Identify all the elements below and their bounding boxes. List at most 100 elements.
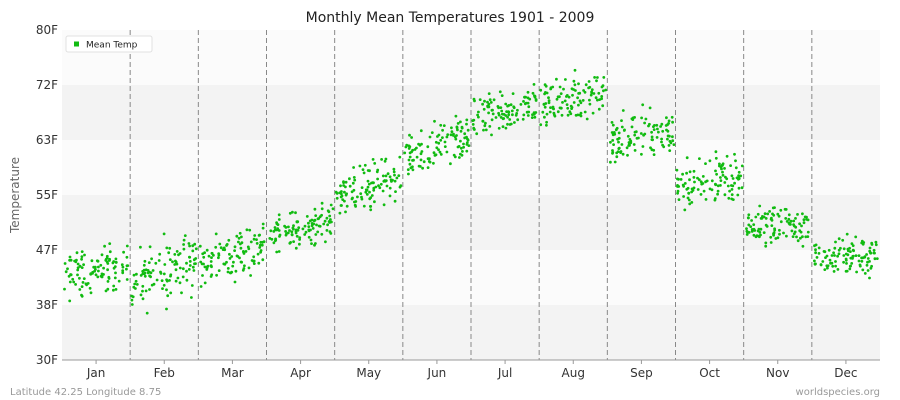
data-point (572, 101, 576, 104)
data-point (135, 283, 139, 286)
data-point (141, 297, 145, 301)
data-point (591, 111, 595, 115)
data-point (187, 268, 191, 271)
data-point (737, 170, 741, 174)
data-point (566, 113, 570, 117)
data-point (652, 148, 656, 152)
data-point (653, 124, 656, 127)
data-point (609, 160, 612, 164)
data-point (148, 274, 152, 278)
data-point (190, 284, 194, 287)
data-point (787, 213, 791, 217)
data-point (310, 224, 314, 228)
data-point (533, 115, 537, 119)
data-point (868, 249, 872, 253)
data-point (168, 246, 172, 250)
data-point (523, 102, 527, 106)
data-point (643, 132, 647, 136)
data-point (750, 219, 753, 222)
data-point (143, 259, 147, 263)
data-point (361, 168, 365, 172)
data-point (556, 95, 560, 99)
data-point (483, 99, 486, 103)
data-point (185, 278, 189, 282)
data-point (763, 212, 767, 216)
data-point (432, 161, 435, 165)
data-point (494, 116, 498, 119)
data-point (193, 242, 197, 246)
data-point (234, 269, 238, 273)
data-point (661, 129, 665, 133)
data-point (671, 135, 674, 139)
data-point (203, 265, 207, 269)
data-point (368, 169, 371, 173)
data-point (165, 246, 169, 250)
data-point (397, 174, 401, 178)
data-point (617, 131, 621, 135)
data-point (364, 190, 368, 194)
data-point (726, 184, 730, 188)
data-point (250, 259, 254, 262)
data-point (772, 232, 775, 236)
data-point (752, 227, 756, 231)
data-point (827, 248, 831, 252)
data-point (844, 252, 848, 256)
data-point (866, 257, 870, 260)
data-point (747, 231, 751, 234)
data-point (214, 245, 218, 249)
data-point (556, 110, 560, 114)
data-point (459, 120, 462, 124)
data-point (496, 105, 500, 108)
data-point (452, 153, 456, 157)
data-point (511, 92, 515, 95)
data-point (677, 198, 681, 202)
data-point (562, 87, 565, 91)
data-point (409, 166, 413, 170)
data-point (369, 205, 372, 208)
data-point (785, 234, 788, 238)
data-point (770, 216, 773, 220)
data-point (574, 89, 577, 92)
data-point (849, 250, 852, 254)
data-point (702, 189, 706, 193)
data-point (476, 113, 479, 117)
data-point (174, 259, 177, 263)
data-point (834, 240, 837, 244)
data-point (142, 263, 146, 267)
data-point (690, 201, 694, 204)
data-point (320, 201, 324, 205)
data-point (773, 227, 776, 231)
data-point (89, 291, 93, 295)
data-point (747, 213, 751, 217)
data-point (687, 198, 691, 202)
data-point (500, 94, 504, 97)
data-point (533, 94, 536, 98)
data-point (676, 191, 679, 195)
data-point (130, 298, 134, 302)
footer-source: worldspecies.org (796, 387, 880, 398)
data-point (209, 260, 213, 263)
data-point (169, 274, 172, 278)
data-point (203, 281, 207, 285)
data-point (454, 114, 458, 118)
data-point (777, 214, 781, 218)
data-point (823, 268, 827, 271)
data-point (617, 140, 620, 144)
data-point (655, 136, 659, 139)
data-point (228, 271, 232, 275)
data-point (316, 230, 320, 234)
data-point (845, 232, 849, 236)
data-point (581, 99, 585, 102)
data-point (543, 105, 547, 109)
data-point (842, 247, 846, 251)
data-point (569, 104, 573, 108)
data-point (814, 251, 817, 255)
data-point (740, 164, 744, 168)
data-point (342, 180, 345, 184)
data-point (370, 194, 374, 197)
data-point (233, 280, 237, 284)
data-point (513, 121, 516, 124)
data-point (221, 248, 225, 252)
data-point (682, 195, 685, 198)
data-point (386, 172, 390, 176)
